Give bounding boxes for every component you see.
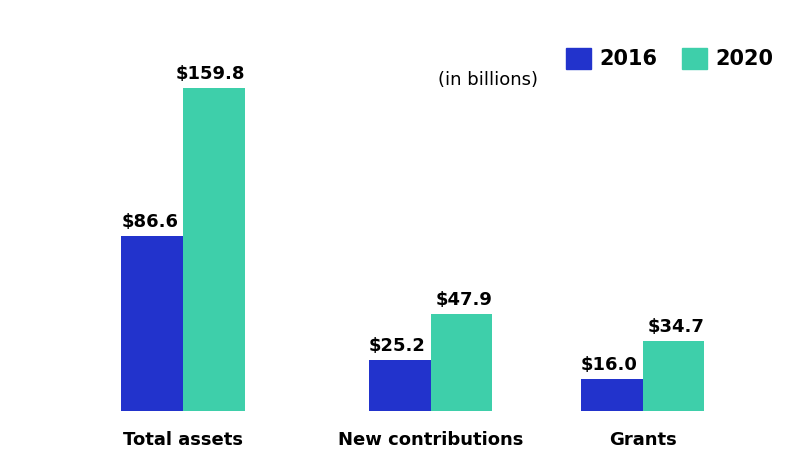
Text: $159.8: $159.8 [175,65,245,83]
Text: $86.6: $86.6 [122,213,178,231]
Bar [122,236,183,411]
Bar [183,88,245,411]
Bar [369,360,430,411]
Text: $16.0: $16.0 [581,355,638,374]
Bar [642,341,705,411]
Text: Total assets: Total assets [123,431,243,449]
Bar [581,379,642,411]
Text: (in billions): (in billions) [438,71,538,89]
Text: $47.9: $47.9 [435,291,492,309]
Text: New contributions: New contributions [338,431,523,449]
Text: $25.2: $25.2 [369,337,426,355]
Text: Grants: Grants [609,431,677,449]
Legend: 2016, 2020: 2016, 2020 [566,48,774,70]
Bar [430,314,492,411]
Text: $34.7: $34.7 [647,318,705,336]
